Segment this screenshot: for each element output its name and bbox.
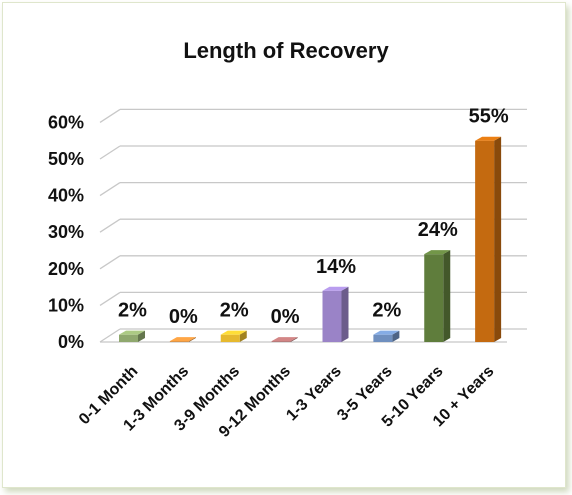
y-tick-label: 10%: [48, 295, 84, 315]
bar-top: [373, 330, 400, 335]
bar-top: [119, 330, 145, 335]
bar: [220, 334, 240, 342]
bar-side: [443, 250, 451, 342]
bar: [169, 341, 189, 342]
y-tick-label: 60%: [48, 112, 84, 132]
bar-side: [239, 330, 247, 342]
gridline-diagonal: [99, 145, 121, 160]
bar-side: [392, 330, 400, 342]
bar-side: [494, 136, 502, 342]
data-label: 14%: [316, 256, 356, 278]
bar-top: [220, 330, 247, 335]
bar-side: [341, 286, 349, 342]
data-label: 0%: [271, 306, 300, 328]
gridline-diagonal: [99, 291, 121, 306]
chart-title: Length of Recovery: [183, 38, 389, 63]
gridline-diagonal: [99, 255, 121, 270]
data-label: 2%: [220, 300, 249, 322]
bar-top: [424, 250, 451, 255]
y-tick-label: 0%: [58, 332, 84, 352]
bar-top: [271, 337, 298, 342]
data-label: 2%: [372, 300, 401, 322]
gridline-diagonal: [99, 328, 121, 343]
y-tick-label: 30%: [48, 222, 84, 242]
y-tick-label: 20%: [48, 259, 84, 279]
gridline-diagonal: [99, 108, 121, 123]
y-tick-label: 40%: [48, 186, 84, 206]
data-label: 24%: [418, 219, 458, 241]
bar: [271, 341, 291, 342]
chart-frame: [2, 2, 566, 488]
data-label: 2%: [118, 300, 147, 322]
bar-top: [169, 337, 196, 342]
bar-side: [290, 337, 298, 342]
bar-side: [188, 337, 196, 342]
gridline-diagonal: [99, 182, 121, 197]
bar: [322, 290, 342, 342]
y-tick-label: 50%: [48, 149, 84, 169]
data-label: 55%: [469, 106, 509, 128]
bar-top: [322, 286, 349, 291]
bar: [424, 254, 444, 342]
bar: [373, 334, 393, 342]
gridline-diagonal: [99, 218, 121, 233]
bar: [475, 140, 495, 342]
data-label: 0%: [169, 306, 198, 328]
bar-top: [475, 136, 502, 141]
bar-side: [138, 330, 145, 342]
bar: [119, 334, 138, 342]
